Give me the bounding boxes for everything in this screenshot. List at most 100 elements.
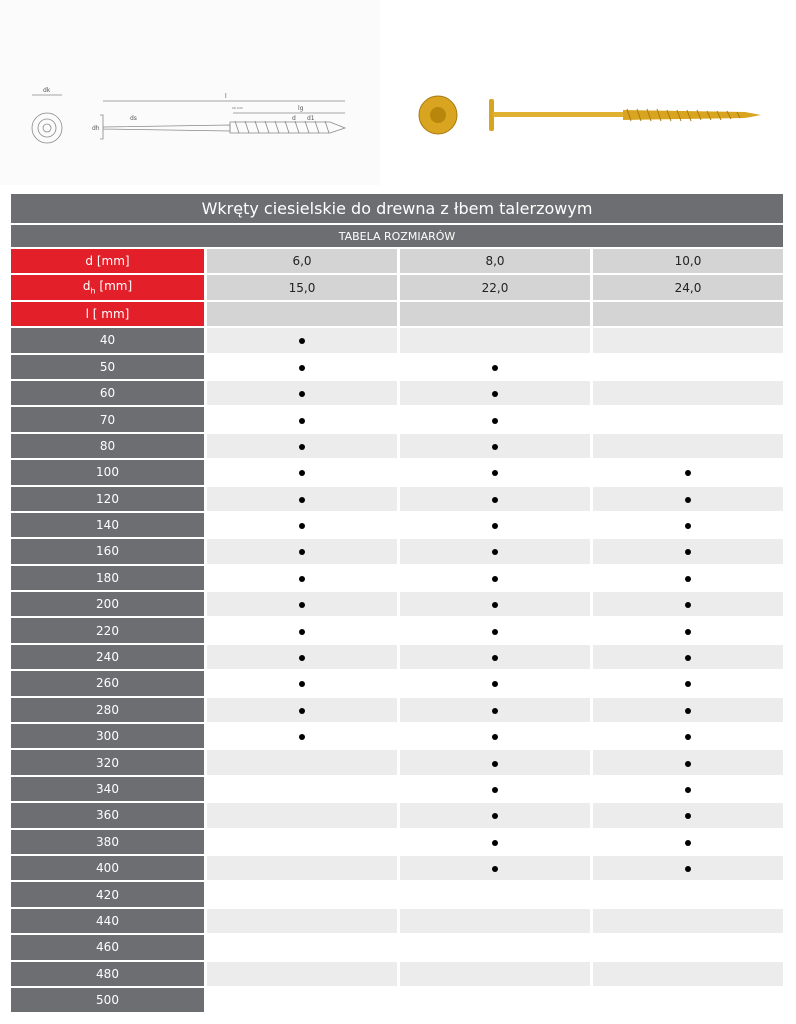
available-dot-icon xyxy=(299,681,305,688)
availability-cell xyxy=(590,908,783,934)
availability-cell xyxy=(397,618,590,643)
availability-cell xyxy=(590,565,783,591)
availability-cell xyxy=(397,433,590,459)
dh-symbol: d xyxy=(82,279,91,294)
available-dot-icon xyxy=(685,523,691,530)
availability-cell xyxy=(397,935,590,960)
length-label: 80 xyxy=(11,433,204,459)
availability-cell xyxy=(590,961,783,986)
availability-cell xyxy=(397,380,590,406)
availability-cell xyxy=(204,486,397,511)
availability-cell xyxy=(590,512,783,538)
available-dot-icon xyxy=(492,470,498,477)
availability-cell xyxy=(590,644,783,670)
table-row: 200 xyxy=(11,592,783,617)
available-dot-icon xyxy=(685,549,691,556)
length-label: 300 xyxy=(11,724,204,749)
length-label: 460 xyxy=(11,935,204,960)
table-title: Wkręty ciesielskie do drewna z łbem tale… xyxy=(11,194,783,223)
availability-cell xyxy=(204,671,397,696)
available-dot-icon xyxy=(492,760,498,767)
availability-cell xyxy=(590,407,783,432)
table-row: 70 xyxy=(11,407,783,432)
length-label: 200 xyxy=(11,592,204,617)
availability-cell xyxy=(204,987,397,1013)
length-label: 60 xyxy=(11,380,204,406)
availability-cell xyxy=(590,697,783,723)
available-dot-icon xyxy=(299,628,305,635)
availability-cell xyxy=(397,882,590,907)
available-dot-icon xyxy=(492,655,498,662)
available-dot-icon xyxy=(299,443,305,450)
availability-cell xyxy=(590,935,783,960)
table-row: 160 xyxy=(11,539,783,564)
available-dot-icon xyxy=(492,364,498,371)
l-header: l [ mm] xyxy=(11,301,204,327)
d-header: d [mm] xyxy=(11,249,204,274)
size-table: Wkręty ciesielskie do drewna z łbem tale… xyxy=(11,192,783,1014)
availability-cell xyxy=(397,750,590,775)
availability-cell xyxy=(204,961,397,986)
available-dot-icon xyxy=(492,417,498,424)
d-value: 8,0 xyxy=(397,249,590,274)
d1-label: d1 xyxy=(307,115,315,122)
d-value: 6,0 xyxy=(204,249,397,274)
availability-cell xyxy=(397,776,590,802)
table-row: 280 xyxy=(11,697,783,723)
availability-cell xyxy=(590,987,783,1013)
dh-value: 24,0 xyxy=(590,275,783,300)
available-dot-icon xyxy=(299,575,305,582)
length-label: 40 xyxy=(11,328,204,353)
available-dot-icon xyxy=(299,549,305,556)
length-label: 180 xyxy=(11,565,204,591)
available-dot-icon xyxy=(685,681,691,688)
dh-header: dh [mm] xyxy=(11,275,204,300)
table-row: 80 xyxy=(11,433,783,459)
availability-cell xyxy=(204,908,397,934)
availability-cell xyxy=(397,328,590,353)
availability-cell xyxy=(204,512,397,538)
availability-cell xyxy=(204,776,397,802)
dh-value: 22,0 xyxy=(397,275,590,300)
availability-cell xyxy=(397,407,590,432)
availability-cell xyxy=(204,592,397,617)
length-label: 480 xyxy=(11,961,204,986)
availability-cell xyxy=(204,882,397,907)
table-row: 300 xyxy=(11,724,783,749)
length-label: 260 xyxy=(11,671,204,696)
availability-cell xyxy=(397,460,590,485)
empty-cell xyxy=(204,301,397,327)
table-row: 180 xyxy=(11,565,783,591)
length-label: 340 xyxy=(11,776,204,802)
table-row: 120 xyxy=(11,486,783,511)
available-dot-icon xyxy=(492,575,498,582)
availability-cell xyxy=(590,433,783,459)
availability-cell xyxy=(590,486,783,511)
available-dot-icon xyxy=(299,338,305,345)
availability-cell xyxy=(590,460,783,485)
availability-cell xyxy=(204,618,397,643)
availability-cell xyxy=(204,724,397,749)
availability-cell xyxy=(590,882,783,907)
table-row: 260 xyxy=(11,671,783,696)
availability-cell xyxy=(397,565,590,591)
available-dot-icon xyxy=(685,575,691,582)
length-label: 420 xyxy=(11,882,204,907)
table-row: 380 xyxy=(11,829,783,854)
table-row: 400 xyxy=(11,855,783,881)
d-label: d xyxy=(292,115,296,122)
table-row: 100 xyxy=(11,460,783,485)
availability-cell xyxy=(397,512,590,538)
table-subtitle: TABELA ROZMIARÓW xyxy=(11,225,783,247)
available-dot-icon xyxy=(492,681,498,688)
table-row: 360 xyxy=(11,803,783,828)
length-label: 70 xyxy=(11,407,204,432)
available-dot-icon xyxy=(685,496,691,503)
availability-cell xyxy=(397,539,590,564)
availability-cell xyxy=(590,671,783,696)
availability-cell xyxy=(397,697,590,723)
available-dot-icon xyxy=(685,470,691,477)
length-label: 220 xyxy=(11,618,204,643)
length-label: 440 xyxy=(11,908,204,934)
availability-cell xyxy=(590,618,783,643)
